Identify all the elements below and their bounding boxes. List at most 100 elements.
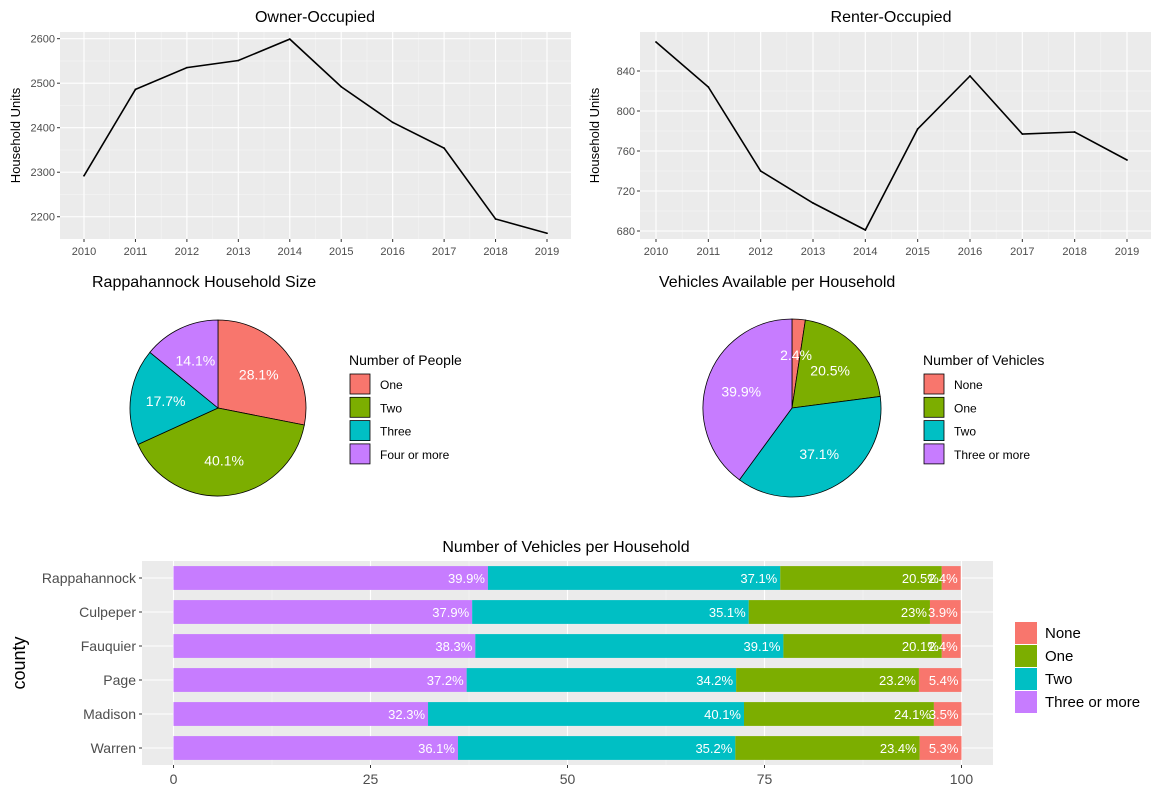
data-point <box>391 121 394 124</box>
y-axis-label: Household Units <box>587 87 602 183</box>
data-point <box>812 202 814 204</box>
y-tick-label: Rappahannock <box>42 570 137 586</box>
bar-segment <box>428 702 745 726</box>
x-tick-label: 100 <box>950 771 974 787</box>
y-axis-label: county <box>9 636 29 689</box>
pie-slice <box>217 319 307 426</box>
y-tick-label: Culpeper <box>79 604 136 620</box>
legend-label: None <box>954 378 983 392</box>
bar-value-label: 5.4% <box>929 673 959 688</box>
x-tick-label: 2013 <box>226 246 250 258</box>
data-point <box>134 88 137 91</box>
bar-segment <box>735 736 920 760</box>
x-tick-label: 2012 <box>748 246 772 258</box>
bar-segment <box>744 702 934 726</box>
data-point <box>969 75 971 77</box>
bar-value-label: 3.9% <box>928 605 958 620</box>
y-tick-label: Madison <box>83 706 136 722</box>
data-point <box>546 232 548 235</box>
bar-segment <box>487 566 781 590</box>
bar-value-label: 37.9% <box>432 605 469 620</box>
legend-label: Four or more <box>380 448 450 462</box>
legend-label: None <box>1045 625 1081 642</box>
x-tick-label: 2018 <box>1062 246 1086 258</box>
legend-swatch <box>923 396 945 418</box>
bar-segment <box>466 668 737 692</box>
chart-title: Vehicles Available per Household <box>659 274 895 291</box>
legend-label: Two <box>1045 671 1073 688</box>
x-tick-label: 25 <box>363 771 379 787</box>
x-tick-label: 2015 <box>905 246 929 258</box>
bar-segment <box>941 566 961 590</box>
pie-slice <box>129 351 219 445</box>
legend-swatch <box>1015 668 1037 690</box>
y-tick-label: 2500 <box>31 78 55 90</box>
bar-value-label: 5.3% <box>929 741 959 756</box>
series-line <box>655 41 1128 232</box>
legend-label: One <box>380 378 403 392</box>
bar-value-label: 23.4% <box>880 741 917 756</box>
bar-segment <box>736 668 919 692</box>
legend-swatch <box>923 443 945 465</box>
legend-swatch <box>1015 645 1037 667</box>
data-point <box>916 128 919 130</box>
x-tick-label: 2013 <box>801 246 825 258</box>
data-point <box>864 229 867 231</box>
x-tick-label: 50 <box>560 771 576 787</box>
y-tick-label: 680 <box>617 226 635 238</box>
y-tick-label: 2300 <box>31 167 55 179</box>
y-axis-label: Household Units <box>8 87 23 183</box>
bar-segment <box>783 634 942 658</box>
legend-swatch <box>349 396 371 418</box>
slice-value-label: 40.1% <box>204 452 244 468</box>
x-tick-label: 2010 <box>644 246 668 258</box>
data-point <box>1126 159 1128 161</box>
vehicles-pie-chart: 2.4%20.5% 37.1% 39.9% Vehicles Available pe… <box>659 274 1044 498</box>
x-tick-label: 2018 <box>483 246 507 258</box>
bar-segment <box>173 566 488 590</box>
vehicles-per-household-bar-chart: 39.9% 37.1% 20.5%2.4%37.9% 35.1% 23% 3.9%38.3… <box>9 539 1140 787</box>
legend-label: One <box>1045 648 1073 665</box>
pie-slice <box>738 395 882 498</box>
x-tick-label: 2016 <box>380 246 404 258</box>
bar-segment <box>457 736 736 760</box>
x-tick-label: 2010 <box>72 246 96 258</box>
data-point <box>83 174 85 177</box>
bar-value-label: 35.1% <box>709 605 746 620</box>
x-tick-label: 2015 <box>329 246 353 258</box>
y-tick-label: 760 <box>617 146 635 158</box>
data-point <box>759 170 762 172</box>
owner-occupied-line-chart: 2010 2011 2012 2013 2014 2015 2016 2017 2018 2019… <box>8 9 571 258</box>
data-point <box>1021 133 1024 135</box>
bar-segment <box>173 634 476 658</box>
x-tick-label: 2019 <box>1115 246 1139 258</box>
legend-swatch <box>923 420 945 442</box>
bar-value-label: 2.4% <box>928 639 958 654</box>
slice-value-label: 20.5% <box>810 363 850 379</box>
legend-label: Three <box>380 425 412 439</box>
series-line <box>83 38 548 234</box>
y-tick-label: 2200 <box>31 212 55 224</box>
y-tick-label: 720 <box>617 186 635 198</box>
pie-slice <box>137 407 305 497</box>
bar-value-label: 35.2% <box>695 741 732 756</box>
renter-occupied-line-chart: 2010 2011 2012 2013 2014 2015 2016 2017 2018 2019… <box>587 9 1151 258</box>
pie-slice <box>149 319 219 409</box>
bar-segment <box>173 702 429 726</box>
x-tick-label: 2017 <box>1010 246 1034 258</box>
legend-label: Two <box>954 425 976 439</box>
x-tick-label: 2016 <box>958 246 982 258</box>
slice-value-label: 2.4% <box>780 347 812 363</box>
bar-segment <box>173 600 473 624</box>
bar-value-label: 20.1% <box>902 639 939 654</box>
slice-value-label: 28.1% <box>239 366 279 382</box>
data-point <box>340 85 343 88</box>
bar-value-label: 20.5% <box>902 571 939 586</box>
bar-segment <box>475 634 784 658</box>
data-point <box>494 218 497 220</box>
legend-swatch <box>349 443 371 465</box>
x-tick-label: 75 <box>757 771 773 787</box>
data-point <box>1073 131 1076 133</box>
bar-segment <box>929 600 961 624</box>
